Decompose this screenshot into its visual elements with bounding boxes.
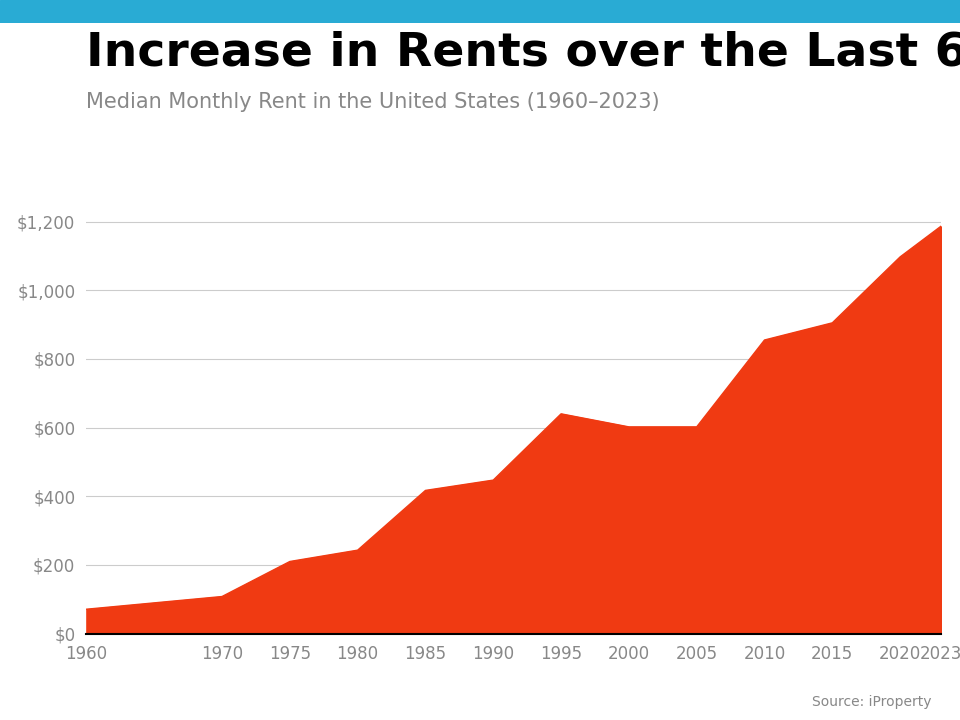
Text: Source: iProperty: Source: iProperty [812, 696, 931, 709]
Text: Median Monthly Rent in the United States (1960–2023): Median Monthly Rent in the United States… [86, 91, 660, 112]
Text: Increase in Rents over the Last 60 Years: Increase in Rents over the Last 60 Years [86, 30, 960, 76]
